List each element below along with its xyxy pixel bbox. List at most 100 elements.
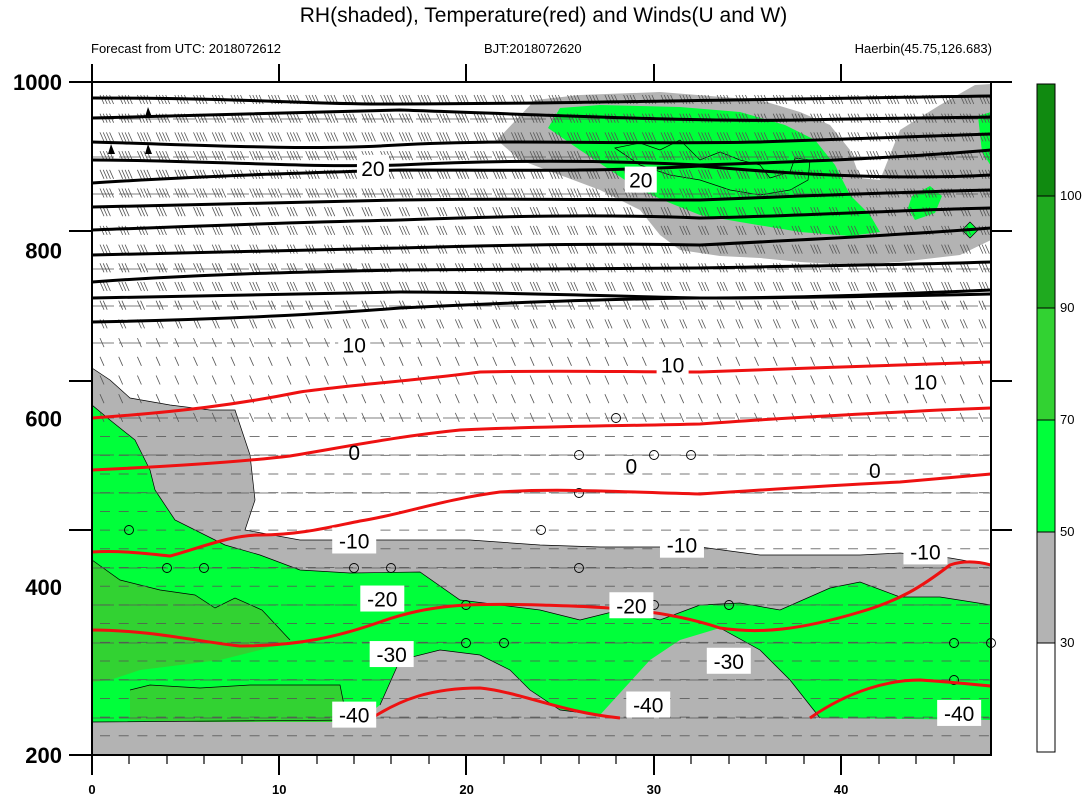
wind-barb: [754, 300, 759, 310]
wind-barb: [293, 225, 298, 236]
wind-barb: [832, 244, 837, 254]
wind-barb: [570, 188, 576, 198]
wind-barb: [439, 132, 445, 142]
wind-barb: [813, 150, 819, 161]
wind-barb: [155, 337, 161, 348]
wind-barb: [286, 337, 292, 348]
contour-labels: -40 -40 -40 -30 -30 -20 -20 -10 -10 -10 0 0 0 10 10 10 2…: [332, 154, 982, 728]
wind-barb: [293, 263, 298, 273]
wind-barb: [380, 207, 385, 217]
wind-barb: [585, 356, 591, 366]
isotherm-minus-12: [92, 260, 991, 284]
wind-barb: [610, 188, 616, 198]
wind-barb: [345, 300, 351, 310]
wind-barb: [311, 169, 317, 179]
wind-barb: [106, 188, 111, 198]
station-label: Haerbin(45.75,126.683): [854, 41, 992, 56]
wind-barb: [305, 113, 311, 123]
wind-barb: [324, 207, 329, 217]
contour-label-box: [356, 154, 389, 181]
wind-barb: [922, 337, 928, 348]
wind-barb: [910, 244, 915, 254]
wind-barb: [854, 94, 859, 105]
wind-barb: [199, 132, 205, 142]
wind-barb: [311, 113, 317, 123]
wind-barb: [211, 300, 217, 310]
wind-barb: [754, 207, 759, 217]
wind-barb: [249, 207, 254, 217]
wind-barb: [177, 207, 183, 217]
wind-barb: [776, 225, 781, 236]
wind-barb: [439, 113, 445, 123]
wind-barb: [286, 281, 292, 292]
wind-barb: [99, 263, 105, 273]
wind-barb: [480, 150, 485, 161]
wind-barb: [367, 207, 373, 217]
wind-barb: [925, 281, 931, 292]
wind-barb: [757, 319, 763, 329]
wind-barb: [869, 225, 875, 236]
wind-barb: [682, 207, 688, 217]
wind-barb: [417, 356, 423, 366]
wind-barb: [327, 188, 332, 198]
wind-barb: [495, 319, 501, 329]
wind-barb: [595, 188, 601, 198]
wind-barb: [327, 132, 332, 142]
wind-barb: [648, 132, 654, 142]
wind-barb: [947, 281, 953, 292]
contour-label: -40: [339, 705, 369, 728]
isotherm-20: [92, 560, 991, 648]
wind-barb: [99, 207, 105, 217]
wind-barb: [236, 188, 242, 198]
wind-barb: [595, 169, 601, 179]
wind-barb: [380, 113, 385, 123]
wind-barb: [716, 225, 722, 236]
wind-barb: [255, 225, 261, 236]
wind-barb: [380, 188, 385, 198]
wind-barb: [941, 412, 946, 423]
wind-barb: [854, 225, 859, 236]
wind-barb: [442, 207, 448, 217]
wind-barb: [184, 132, 189, 142]
wind-barb: [679, 412, 685, 423]
colorbar-label: 70: [1060, 412, 1074, 427]
wind-barb: [230, 132, 236, 142]
wind-barb: [772, 225, 778, 236]
wind-barb: [607, 319, 613, 329]
wind-barb: [738, 281, 744, 292]
wind-barb: [454, 337, 460, 348]
wind-barb: [492, 188, 498, 198]
wind-barb: [801, 150, 806, 161]
wind-barb: [464, 150, 470, 161]
wind-barb: [738, 225, 744, 236]
wind-barb: [723, 188, 728, 198]
wind-barb: [981, 263, 987, 273]
wind-barb: [349, 207, 354, 217]
wind-barb: [536, 207, 541, 217]
wind-barb: [249, 319, 254, 329]
wind-barb: [327, 281, 332, 292]
wind-barb: [324, 375, 329, 385]
wind-barb: [738, 207, 744, 217]
wind-barb: [271, 188, 276, 198]
wind-barb: [236, 281, 242, 292]
wind-barb: [604, 169, 610, 179]
wind-barb: [330, 207, 336, 217]
wind-barb: [670, 132, 675, 142]
wind-barb: [324, 225, 329, 236]
wind-barb: [274, 263, 280, 273]
wind-barb: [679, 188, 685, 198]
wind-barb: [963, 244, 968, 254]
wind-barb: [305, 375, 311, 385]
y-tick-labels: 200 400 600 800 1000: [13, 70, 62, 768]
wind-barb: [420, 132, 426, 142]
wind-barb: [398, 394, 404, 404]
wind-barb: [211, 281, 217, 292]
wind-barb: [698, 150, 703, 161]
wind-barb: [959, 319, 965, 329]
wind-barb: [398, 150, 404, 161]
wind-barb: [102, 263, 108, 273]
wind-barb: [529, 375, 535, 385]
wind-barb: [230, 337, 236, 348]
wind-barb: [651, 132, 657, 142]
